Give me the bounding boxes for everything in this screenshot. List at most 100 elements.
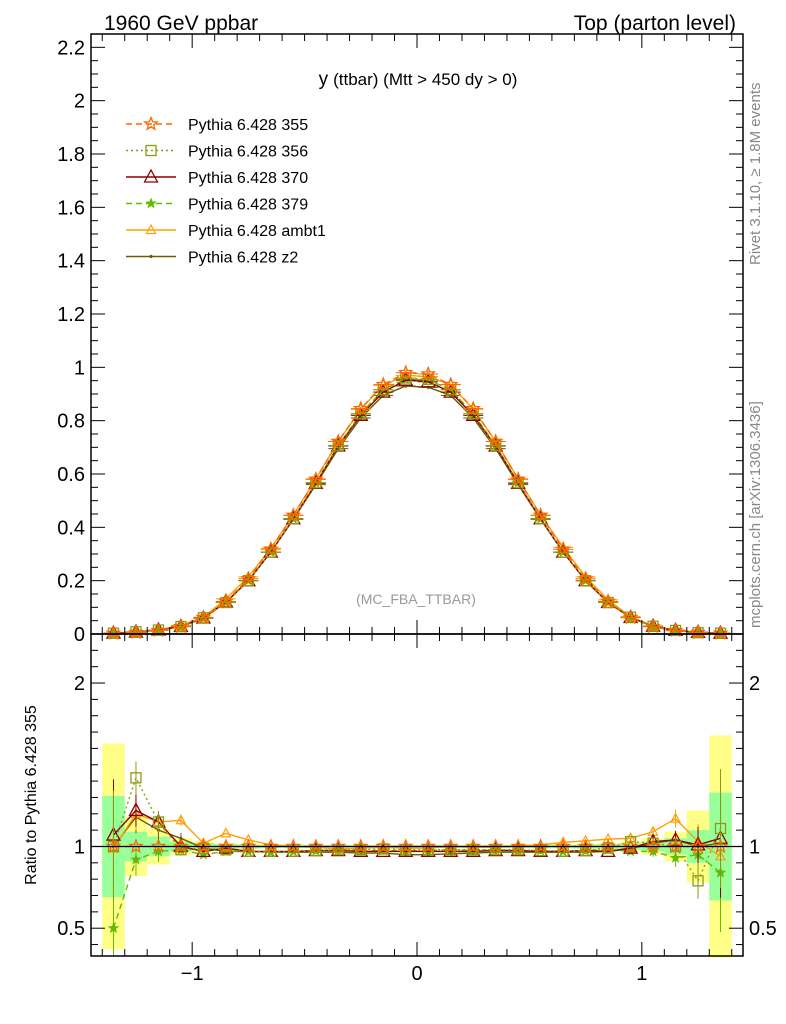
ratio-point — [352, 838, 369, 854]
ratio-point — [512, 844, 524, 856]
data-point — [532, 507, 549, 523]
y-tick-label: 1.4 — [57, 251, 85, 273]
ratio-point — [442, 838, 459, 854]
x-tick-label: 1 — [636, 963, 647, 985]
y-tick-label: 1.2 — [57, 304, 85, 326]
ratio-point — [622, 838, 639, 854]
ratio-point — [714, 822, 727, 835]
data-point — [287, 513, 299, 525]
ratio-point — [173, 838, 189, 854]
ratio-axes: −1 0 1 0.5 0.5 1 1 2 2 — [57, 634, 777, 985]
data-point — [397, 364, 414, 380]
legend-label: Pythia 6.428 ambt1 — [188, 223, 326, 240]
ratio-point — [465, 838, 482, 854]
ratio-line — [112, 776, 722, 883]
main-axes: 0 0.2 0.4 0.6 0.8 1 1.2 1.4 1.6 1.8 2 2.2 — [57, 34, 743, 646]
ratio-point — [602, 842, 614, 854]
ratio-point — [577, 838, 594, 854]
data-point — [420, 365, 437, 381]
ratio-point — [195, 838, 212, 854]
legend-label: Pythia 6.428 379 — [188, 197, 308, 214]
data-point — [510, 471, 527, 487]
ratio-point — [130, 772, 142, 784]
ratio-point — [355, 844, 367, 856]
ratio-point — [152, 816, 165, 828]
legend-entry: Pythia 6.428 355 — [126, 115, 308, 134]
ratio-line — [112, 812, 721, 857]
ratio-line — [112, 809, 721, 853]
ratio-point — [690, 838, 706, 854]
y-tick-label-right: 0.5 — [749, 918, 777, 940]
ratio-point — [422, 844, 434, 856]
data-point — [262, 540, 279, 556]
legend-marker — [145, 197, 157, 209]
ratio-point — [197, 842, 210, 854]
legend-marker — [145, 144, 157, 157]
ratio-point — [532, 838, 549, 854]
ratio-panel: −1 0 1 0.5 0.5 1 1 2 2 Ratio to Pythia 6.428 355 — [23, 633, 777, 985]
ratio-point — [487, 838, 504, 854]
ratio-point — [600, 838, 616, 854]
y-tick-label: 0.5 — [57, 918, 85, 940]
data-point — [375, 383, 391, 398]
data-point — [535, 513, 547, 525]
ratio-point — [285, 838, 302, 854]
data-point — [602, 596, 614, 609]
data-point — [240, 570, 257, 586]
ratio-point — [712, 838, 729, 854]
data-point — [307, 471, 324, 487]
data-point — [600, 593, 616, 609]
data-point — [487, 433, 504, 449]
ratio-ylabel: Ratio to Pythia 6.428 355 — [23, 705, 40, 885]
data-point — [330, 433, 347, 449]
x-tick-label: −1 — [181, 963, 204, 985]
data-point — [265, 546, 277, 558]
data-point — [220, 596, 232, 609]
legend-entry: Pythia 6.428 370 — [126, 168, 308, 187]
data-point — [195, 609, 212, 625]
ratio-point — [579, 844, 592, 857]
data-point — [285, 507, 302, 523]
data-point — [712, 624, 729, 640]
ratio-point — [105, 838, 122, 854]
data-point — [555, 540, 572, 556]
ratio-point — [555, 838, 572, 854]
legend-marker — [145, 223, 157, 235]
ratio-point — [310, 844, 322, 857]
data-point — [310, 477, 322, 489]
legend-marker — [143, 168, 159, 183]
ratio-point — [397, 838, 414, 854]
y-tick-label: 1 — [74, 836, 85, 858]
legend-label: Pythia 6.428 356 — [188, 144, 308, 161]
ratio-point — [535, 844, 547, 857]
ratio-point — [220, 827, 232, 838]
rivet-label: Rivet 3.1.10, ≥ 1.8M events — [747, 83, 764, 266]
y-tick-label: 1 — [74, 357, 85, 379]
data-point — [690, 624, 706, 640]
data-point — [128, 624, 144, 640]
legend-label: Pythia 6.428 355 — [188, 117, 308, 134]
ratio-point — [128, 838, 144, 854]
legend-marker — [143, 115, 159, 131]
series-1 — [103, 364, 731, 640]
data-point — [622, 609, 639, 625]
data-point — [577, 570, 594, 586]
ratio-point — [332, 844, 344, 856]
ratio-point — [667, 838, 684, 854]
header-right: Top (parton level) — [574, 12, 736, 35]
main-series-layer — [103, 364, 731, 640]
ratio-point — [240, 838, 257, 854]
y-tick-label: 2 — [74, 673, 85, 695]
data-point — [512, 477, 524, 489]
ratio-point — [400, 844, 412, 856]
ratio-series-layer — [91, 761, 743, 956]
legend-marker — [149, 254, 153, 259]
ratio-point — [490, 844, 502, 856]
data-point — [352, 400, 369, 416]
main-title-symbol: y — [319, 69, 329, 90]
data-point — [218, 593, 234, 609]
legend-entry: Pythia 6.428 379 — [126, 197, 308, 214]
legend-label: Pythia 6.428 z2 — [188, 250, 298, 267]
ratio-point — [510, 838, 527, 854]
